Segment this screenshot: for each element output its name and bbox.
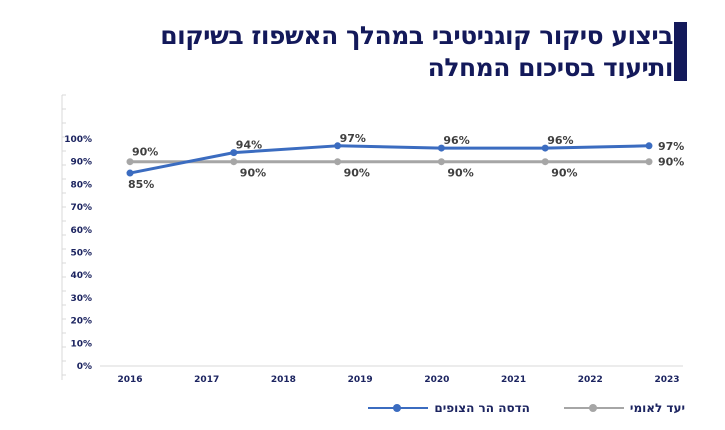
data-point-national[interactable] [230,158,238,166]
data-point-national[interactable] [541,158,549,166]
y-tick-label: 30% [70,294,92,304]
data-point-hadassah[interactable] [437,144,445,152]
data-point-national[interactable] [437,158,445,166]
data-label-hadassah: 85% [128,178,154,191]
data-label-hadassah: 96% [443,134,469,147]
x-tick-label: 2018 [271,375,296,385]
x-tick-label: 2020 [424,375,449,385]
legend-swatch-hadassah [368,403,429,413]
y-tick-label: 70% [70,203,92,213]
x-tick-label: 2021 [501,375,526,385]
data-label-national: 90% [447,167,473,180]
x-tick-label: 2023 [654,375,679,385]
data-label-hadassah: 97% [340,132,366,145]
y-tick-label: 40% [70,271,92,281]
data-label-national: 90% [344,167,370,180]
x-tick-label: 2019 [348,375,373,385]
legend-swatch-national [563,403,624,413]
data-label-national: 90% [658,156,684,169]
chart-title-line-2: ותיעוד בסיכום המחלה [427,53,674,82]
chart-title: ביצוע סיקור קוגניטיבי במהלך האשפוז בשיקו… [113,20,673,84]
y-tick-label: 20% [70,317,92,327]
axes: 0% 10% 20% 30% 40% 50% 60% 70% 80% 90% 100% 2016 201… [61,94,683,385]
y-tick-label: 50% [70,249,92,259]
y-tick-label: 90% [70,158,92,168]
series-line-hadassah [129,144,650,175]
title-accent-bar [674,22,687,81]
x-tick-label: 2022 [578,375,603,385]
data-label-national: 90% [132,146,158,159]
data-labels: 85% 94% 97% 96% 96% 97% 90% 90% 90% 90% 90% 90% [128,132,684,191]
data-point-hadassah[interactable] [334,142,342,150]
x-tick-label: 2016 [117,375,142,385]
data-point-national[interactable] [334,158,342,166]
x-tick-label: 2017 [194,375,219,385]
data-point-hadassah[interactable] [230,149,238,157]
y-tick-label: 100% [64,135,92,145]
data-point-hadassah[interactable] [541,144,549,152]
y-tick-label: 10% [70,339,92,349]
data-point-hadassah[interactable] [645,142,653,150]
series [126,142,653,177]
legend-label-hadassah: הדסה הר הצופים [434,401,530,415]
y-tick-label: 80% [70,180,92,190]
chart-title-line-1: ביצוע סיקור קוגניטיבי במהלך האשפוז בשיקו… [160,21,673,50]
data-point-national[interactable] [126,158,134,166]
legend-item-hadassah[interactable]: הדסה הר הצופים [368,401,530,415]
data-label-national: 90% [551,167,577,180]
data-label-hadassah: 96% [547,134,573,147]
legend-item-national[interactable]: יעד לאומי [563,401,685,415]
data-point-hadassah[interactable] [126,169,134,177]
data-label-hadassah: 97% [658,140,684,153]
data-point-national[interactable] [645,158,653,166]
data-label-national: 90% [240,167,266,180]
y-tick-label: 0% [77,362,92,372]
data-label-hadassah: 94% [236,139,262,152]
y-tick-label: 60% [70,226,92,236]
legend: יעד לאומי הדסה הר הצופים [368,401,685,415]
legend-label-national: יעד לאומי [629,401,685,415]
